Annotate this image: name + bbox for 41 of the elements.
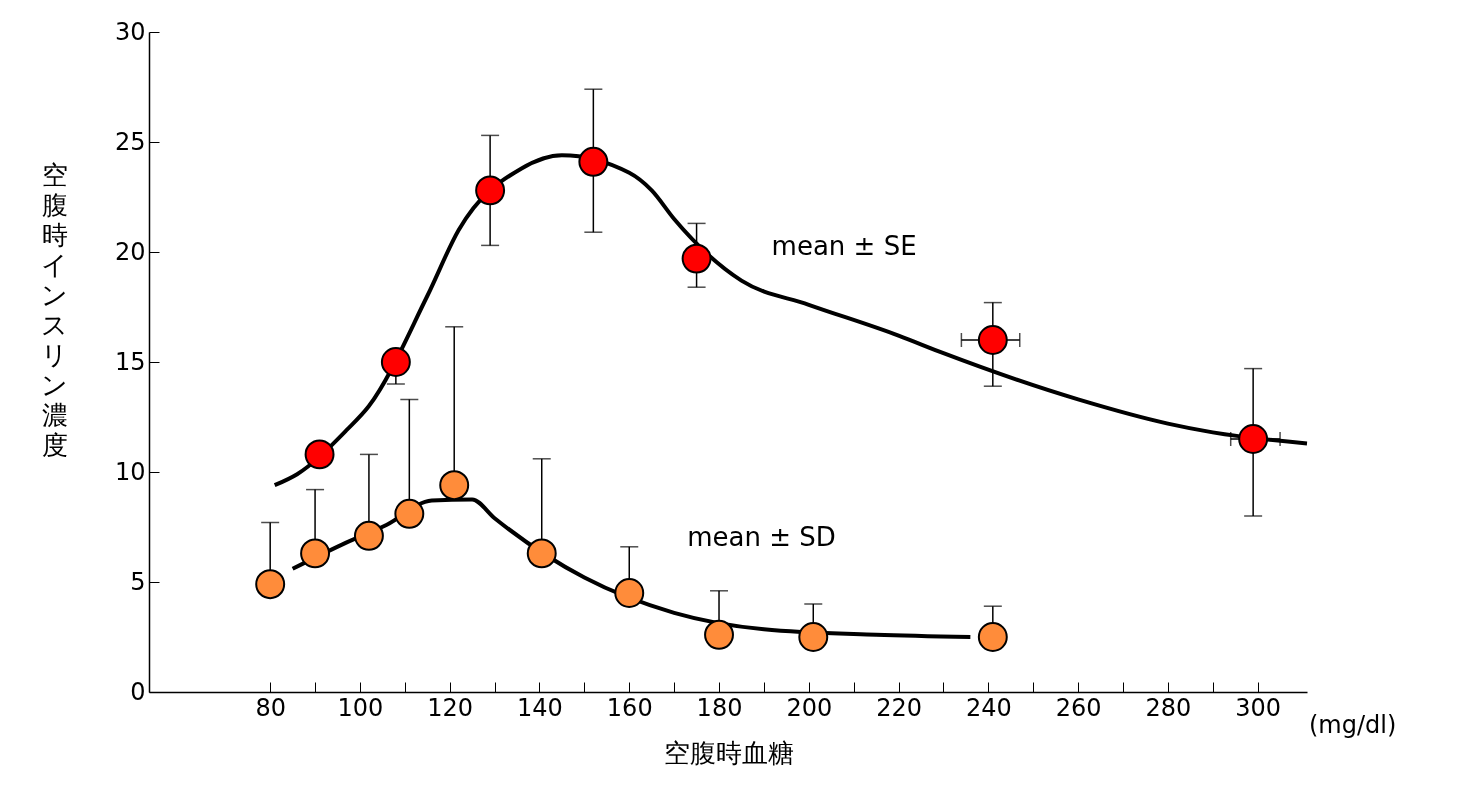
y-tick-label: 5: [130, 567, 146, 596]
x-tick-label: 160: [606, 693, 653, 722]
x-tick-label: 120: [427, 693, 474, 722]
text: mean ± SD: [687, 522, 836, 552]
text: (mg/dl): [1309, 711, 1397, 739]
point: [977, 325, 1008, 355]
text: mean ± SE: [771, 230, 917, 261]
x-tick-label: 240: [965, 693, 1012, 722]
x-tick-label: 260: [1055, 693, 1102, 722]
text: 空腹時インスリン濃度: [41, 159, 68, 460]
point: [255, 569, 286, 600]
y-tick-label: 30: [114, 17, 146, 46]
point: [475, 175, 506, 206]
x-tick-label: 180: [696, 693, 743, 722]
point: [977, 622, 1008, 652]
y-tick-label: 25: [114, 127, 146, 156]
point: [439, 470, 470, 501]
y-tick-label: 20: [114, 237, 146, 266]
x-tick-label: 80: [255, 693, 286, 722]
x-tick-label: 100: [337, 693, 384, 722]
y-tick-label: 0: [130, 677, 146, 706]
x-tick-label: 300: [1235, 693, 1282, 722]
point: [704, 619, 734, 650]
point: [1238, 424, 1269, 454]
point: [300, 538, 331, 569]
x-axis-title: 空腹時血糖: [663, 737, 794, 768]
x-tick-label: 220: [876, 693, 922, 722]
y-tick-label: 15: [114, 347, 146, 376]
x-tick-label: 280: [1145, 693, 1192, 722]
point: [798, 622, 829, 652]
point: [394, 498, 425, 529]
point: [526, 538, 557, 569]
x-tick-label: 140: [517, 693, 563, 722]
point: [304, 439, 335, 470]
point: [380, 347, 411, 377]
point: [578, 146, 609, 177]
point: [681, 243, 712, 274]
y-tick-label: 10: [114, 457, 146, 486]
x-tick-label: 200: [786, 693, 833, 722]
point: [614, 578, 645, 608]
point: [353, 520, 384, 551]
